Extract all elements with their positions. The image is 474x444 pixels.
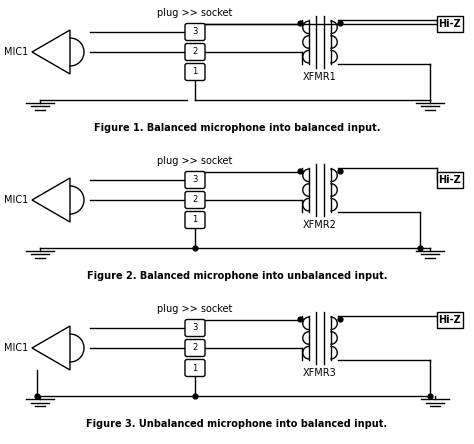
Bar	[437, 16, 463, 32]
Text: Hi-Z: Hi-Z	[438, 175, 461, 185]
Text: plug >> socket: plug >> socket	[157, 8, 233, 18]
Text: Figure 2. Balanced microphone into unbalanced input.: Figure 2. Balanced microphone into unbal…	[87, 271, 387, 281]
FancyBboxPatch shape	[185, 320, 205, 337]
Text: 1: 1	[192, 364, 198, 373]
Text: 3: 3	[192, 324, 198, 333]
Text: XFMR1: XFMR1	[303, 72, 337, 82]
Text: MIC1: MIC1	[4, 343, 28, 353]
FancyBboxPatch shape	[185, 171, 205, 189]
Text: XFMR2: XFMR2	[303, 220, 337, 230]
Bar	[437, 312, 463, 328]
FancyBboxPatch shape	[185, 63, 205, 80]
FancyBboxPatch shape	[185, 360, 205, 377]
FancyBboxPatch shape	[185, 44, 205, 60]
FancyBboxPatch shape	[185, 24, 205, 40]
Bar	[437, 172, 463, 188]
Text: 2: 2	[192, 344, 198, 353]
Text: 3: 3	[192, 175, 198, 185]
Text: Hi-Z: Hi-Z	[438, 19, 461, 29]
Text: 1: 1	[192, 215, 198, 225]
FancyBboxPatch shape	[185, 340, 205, 357]
Text: 2: 2	[192, 48, 198, 56]
Text: plug >> socket: plug >> socket	[157, 156, 233, 166]
Text: plug >> socket: plug >> socket	[157, 304, 233, 314]
Text: 1: 1	[192, 67, 198, 76]
Text: MIC1: MIC1	[4, 195, 28, 205]
Text: Hi-Z: Hi-Z	[438, 315, 461, 325]
Text: XFMR3: XFMR3	[303, 368, 337, 378]
FancyBboxPatch shape	[185, 191, 205, 209]
Text: Figure 1. Balanced microphone into balanced input.: Figure 1. Balanced microphone into balan…	[94, 123, 380, 133]
Text: Figure 3. Unbalanced microphone into balanced input.: Figure 3. Unbalanced microphone into bal…	[86, 419, 388, 429]
Text: 3: 3	[192, 28, 198, 36]
Text: 2: 2	[192, 195, 198, 205]
Text: MIC1: MIC1	[4, 47, 28, 57]
FancyBboxPatch shape	[185, 211, 205, 229]
